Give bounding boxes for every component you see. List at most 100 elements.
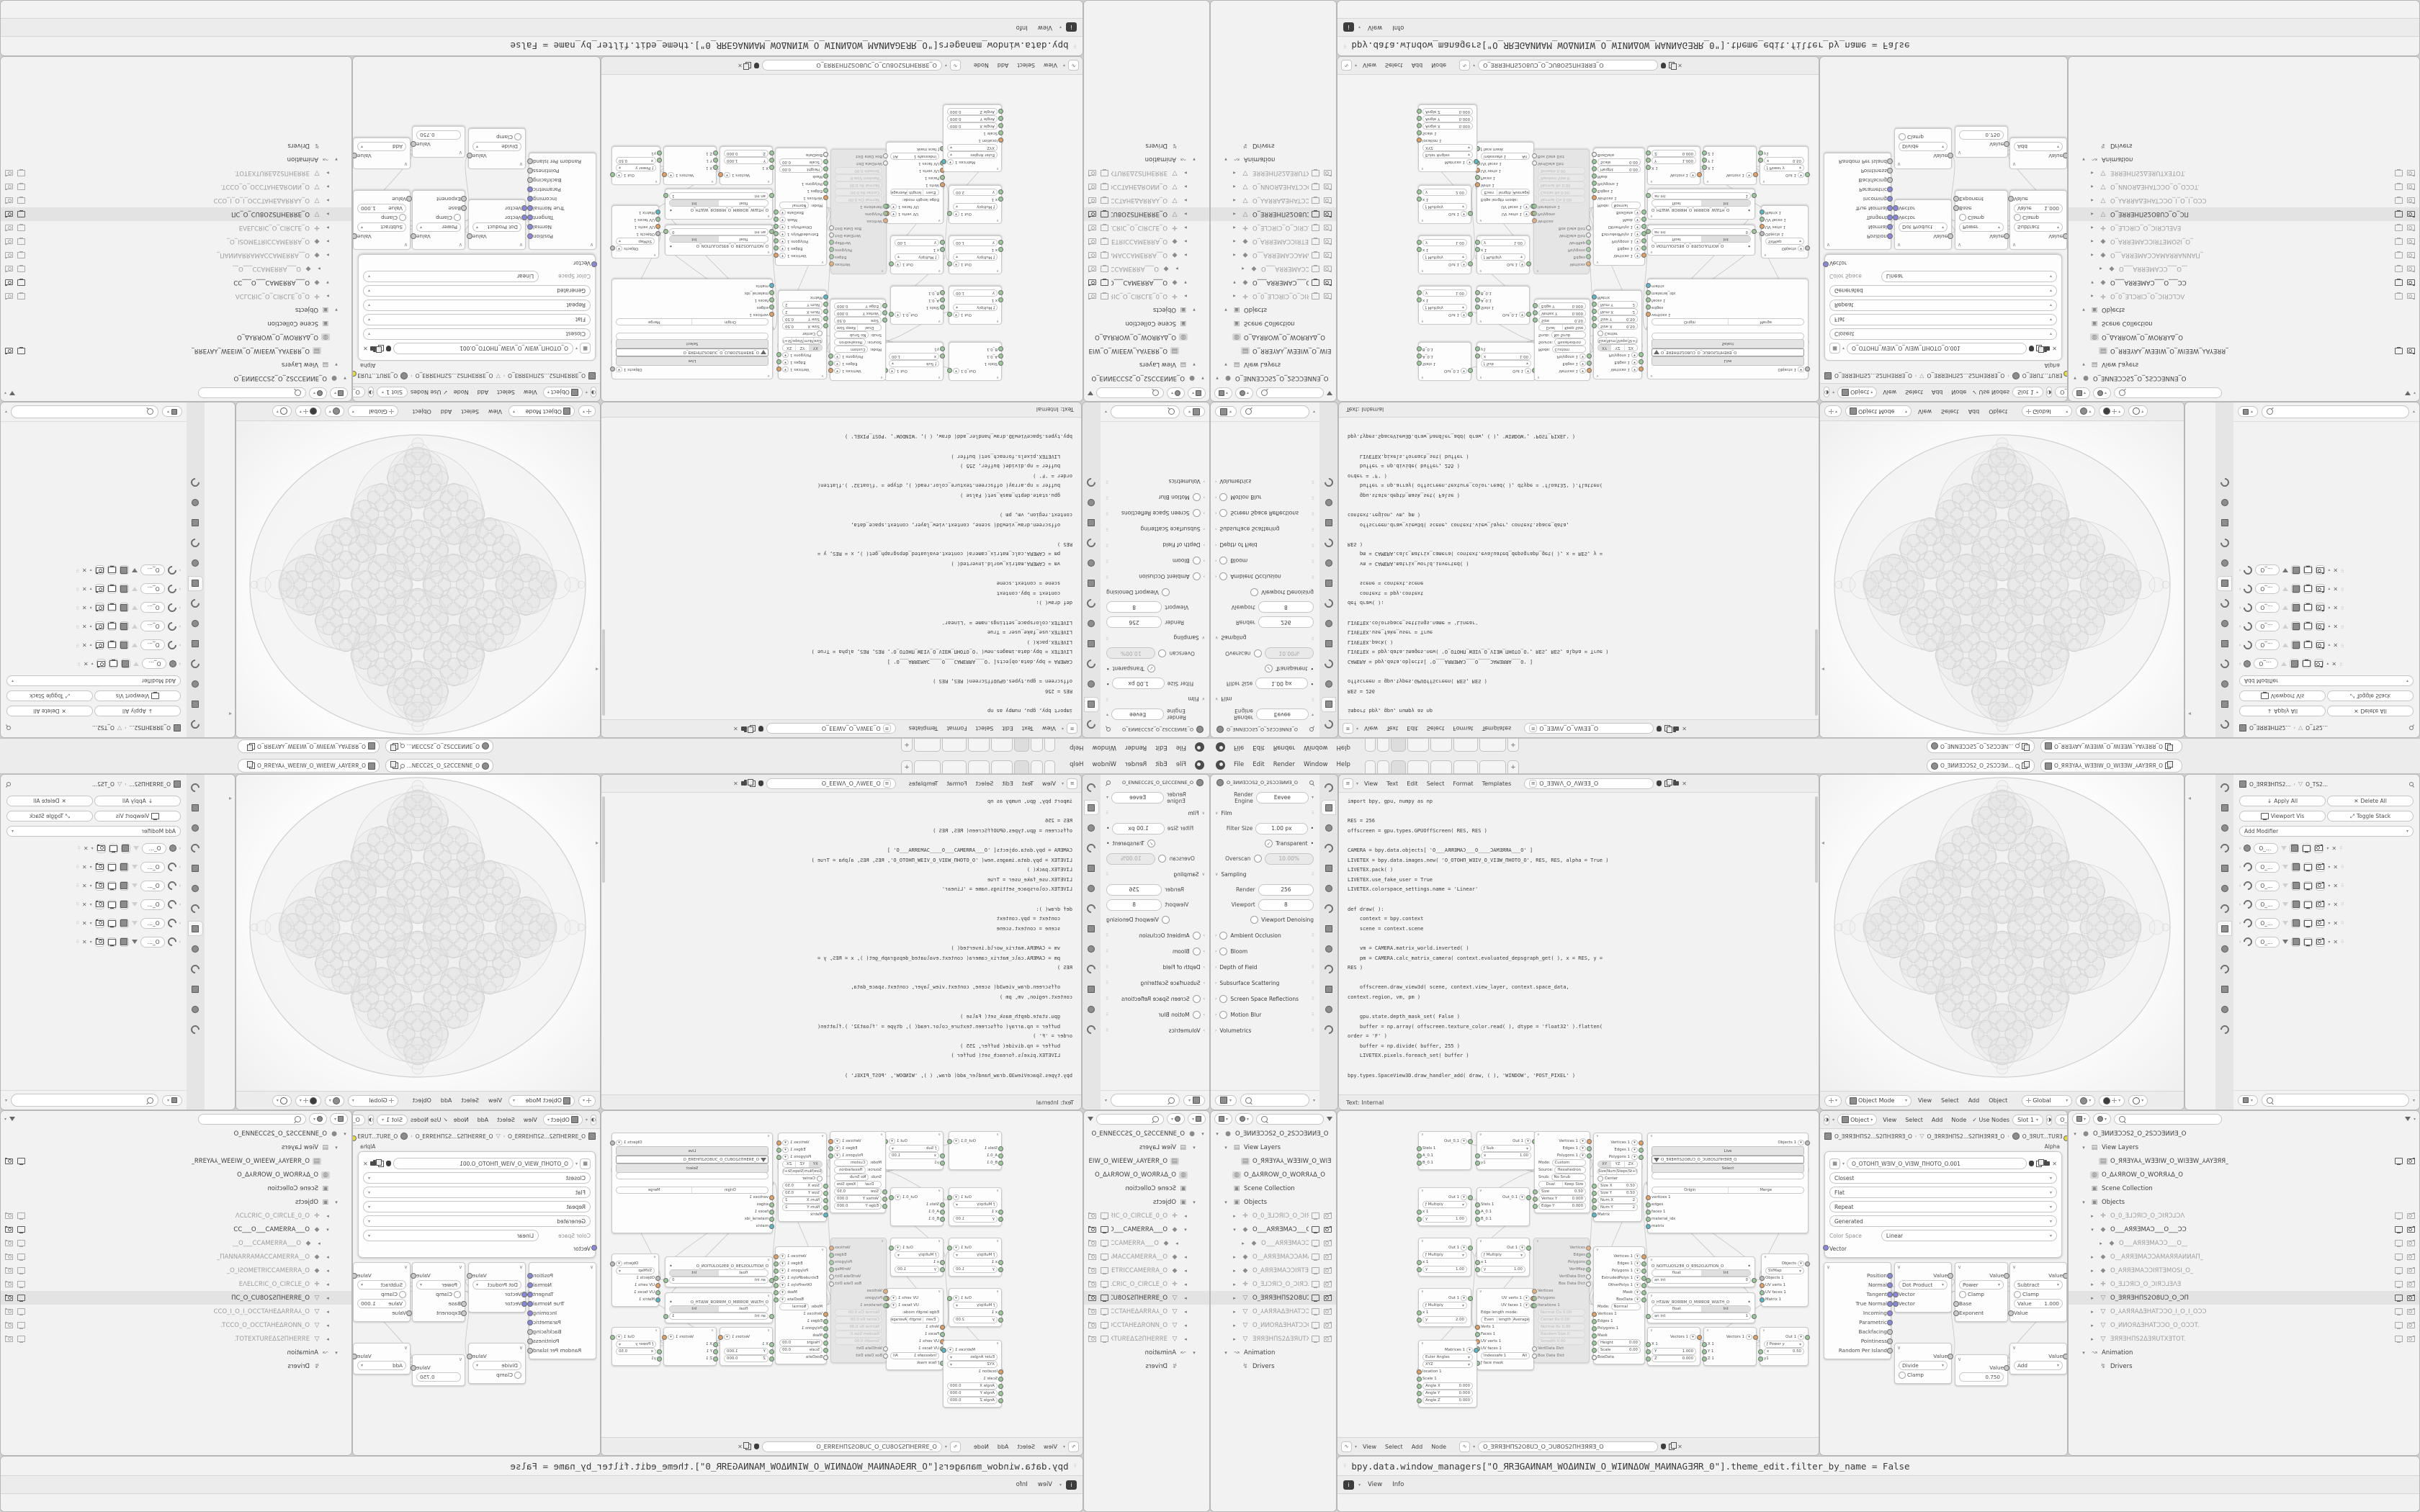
node-row-out[interactable]: BoxData ▾ — [774, 209, 826, 216]
segment-num[interactable]: Num — [803, 338, 813, 343]
modifier-name-field[interactable]: O_... — [2255, 602, 2280, 613]
input-socket[interactable] — [1533, 318, 1538, 323]
outliner-row[interactable]: ▾ ↝ Animation — [1211, 153, 1336, 166]
pin-icon[interactable] — [1309, 727, 1314, 732]
restrict-render-icon[interactable] — [1088, 238, 1096, 245]
node-header[interactable]: ∨ — [1824, 1263, 1891, 1271]
node-row-in[interactable]: Edges 1 — [1592, 1318, 1644, 1325]
view-menu[interactable]: View — [1918, 408, 1932, 415]
node-row-out[interactable]: Polygons 1 ▾ — [774, 238, 826, 245]
node-row-out[interactable]: Vertices 1 ▾ — [828, 367, 885, 374]
properties-tab-modifiers[interactable] — [1322, 922, 1335, 935]
node-row-field[interactable]: Z 0.000 — [1646, 1355, 1700, 1362]
socket-menu[interactable]: ▾ — [779, 253, 786, 258]
outliner-row[interactable]: ▸▽ƎЯЯƎHΠS2ΔƎЯUTXƎTOT. — [1211, 1332, 1336, 1346]
restrict-render-icon[interactable] — [5, 1212, 13, 1219]
disclosure-icon[interactable]: › — [179, 901, 181, 907]
node-row-in[interactable]: Matrix 1 — [612, 1296, 660, 1303]
add-workspace-button[interactable]: + — [1507, 760, 1519, 773]
vertex-group-funnel-icon[interactable] — [2282, 940, 2289, 944]
path-object[interactable]: O_ƎЯЯƎHΠS2...S2ΠHƎЯЯƎ_O — [1834, 372, 1912, 379]
outliner-row[interactable]: ↯ Drivers — [1211, 139, 1336, 153]
socket-menu[interactable]: ▾ — [779, 224, 786, 230]
node-row-seg[interactable]: Origin Merge — [612, 1187, 772, 1194]
node-row-ttl[interactable]: O_HTΔIW_ЯOЯЯIM_O_MIЯЯOЯ_WIΔTH_O • — [666, 1299, 772, 1305]
node-row-field[interactable]: y 1.00 — [1417, 289, 1471, 297]
node-row-field[interactable]: Angle Y 0.000 — [1417, 1390, 1476, 1397]
disclosure-icon[interactable]: › — [179, 642, 181, 648]
segment-int[interactable]: Int — [670, 1306, 719, 1312]
node-number-field[interactable]: Indexsafe 1 All — [890, 1352, 939, 1359]
node-header[interactable]: ∨ — [1648, 1133, 1808, 1139]
node-menu-select[interactable]: Select — [1017, 62, 1035, 69]
node-row-out[interactable]: Out 1 ▾ — [1419, 1244, 1473, 1251]
node-header[interactable]: ∨ — [949, 1289, 1001, 1295]
restrict-render-icon[interactable] — [5, 1267, 13, 1274]
input-socket[interactable] — [461, 1310, 467, 1316]
socket-menu[interactable]: ▾ — [889, 368, 895, 374]
outliner-row[interactable]: ▸◆O___AЯЯƎMAƆƆ___O__ — [1, 1236, 351, 1250]
outliner-row[interactable]: ▸✛O_Ǝ⅃ƆЯIƆ_O_ƆIЯƆ⅃ƎɅƎ — [1211, 1277, 1336, 1291]
node-row-field[interactable]: x 0.50 — [1758, 157, 1808, 164]
node-row-oplain[interactable]: VertMap — [1534, 1266, 1591, 1273]
output-socket[interactable] — [527, 233, 533, 239]
properties-tab-physics[interactable] — [2218, 536, 2231, 550]
node-header[interactable]: ∨ — [529, 241, 596, 249]
properties-tab-view-layer[interactable] — [2218, 841, 2231, 855]
segment-xy[interactable]: XY — [808, 1161, 822, 1167]
projection-dropdown[interactable]: Flat ▾ — [363, 314, 591, 325]
node-row-out[interactable]: Vertices 1 ▾ — [1535, 367, 1592, 374]
properties-tab-render[interactable] — [1085, 698, 1098, 711]
node-row-out[interactable]: Edges 1 ▾ — [1594, 1146, 1644, 1153]
text-menu-format[interactable]: Format — [1453, 725, 1474, 732]
sverchok-node[interactable]: ∨ Vertices 1 ▾ Edges 1 ▾ Polygons 1 ▾ Mode: Cust… — [828, 1131, 887, 1213]
node-row-chk[interactable]: Clamp — [1955, 213, 2007, 222]
node-number-field[interactable]: Size X 0.50 — [1597, 323, 1638, 330]
node-row-in[interactable]: Stels 1 — [949, 1145, 1003, 1152]
input-socket[interactable] — [823, 1333, 828, 1338]
output-socket[interactable] — [610, 172, 615, 177]
input-socket[interactable] — [1417, 361, 1422, 366]
output-socket[interactable] — [947, 368, 952, 373]
node-row-field[interactable]: an int 1 — [1646, 192, 1757, 199]
output-socket[interactable] — [1468, 1195, 1473, 1200]
segment-length[interactable]: length — [907, 189, 923, 195]
workspace-tab-active[interactable] — [1014, 739, 1030, 752]
workspace-tab[interactable] — [942, 760, 967, 773]
segment-even[interactable]: Even — [923, 189, 938, 195]
properties-tab-scene[interactable] — [2218, 861, 2231, 875]
outliner-display-mode[interactable]: ▾ — [2072, 387, 2091, 399]
node-row-in[interactable]: edges — [612, 304, 774, 311]
modifier-name-field[interactable]: O_... — [2255, 899, 2280, 910]
input-socket[interactable] — [1417, 290, 1422, 295]
output-socket[interactable] — [1887, 168, 1893, 174]
proportional-editing-toggle[interactable]: ▾ — [2128, 1094, 2148, 1107]
outliner-row[interactable]: ▸✛O_0_Ǝ⅃ƆЯIƆ_O_ƆIЯƆ⅃ƆɅ — [2069, 289, 2419, 303]
node-menu-node[interactable]: Node — [973, 1443, 989, 1450]
input-socket[interactable] — [1758, 1349, 1763, 1354]
sverchok-node[interactable]: ∨ UV verts 1 ▾ UV faces 1 ▾ Edge length mode:… — [884, 142, 945, 224]
outliner-row[interactable]: ▸▽O_ƎЯЯƎHΠS2O8UƆ_O_ƆΠ — [1211, 1291, 1336, 1305]
node-row-out[interactable]: Out 1 ▾ — [947, 1194, 1001, 1201]
node-header[interactable]: ∨ — [1477, 1132, 1535, 1138]
output-socket[interactable] — [774, 1254, 779, 1259]
output-socket[interactable] — [527, 1329, 533, 1335]
restrict-viewport-icon[interactable] — [1312, 1240, 1319, 1247]
input-socket[interactable] — [713, 1356, 718, 1362]
property-value-field[interactable]: 8 — [1106, 899, 1162, 911]
outliner-search-input[interactable] — [2114, 387, 2223, 399]
output-socket[interactable] — [1526, 261, 1531, 266]
outliner-row[interactable]: ▣ Scene Collection — [2069, 317, 2419, 330]
modifier-realtime-toggle[interactable] — [2303, 603, 2313, 613]
sverchok-node[interactable]: ∨ Out 1 ▾ ƒ Power y ▾ x 0.50 y1 — [610, 1327, 662, 1366]
node-header[interactable]: ∨ — [1419, 1341, 1476, 1346]
restrict-viewport-icon[interactable] — [17, 184, 25, 190]
node-row-in[interactable]: ƒ face mask — [1475, 145, 1533, 153]
input-socket[interactable] — [769, 1356, 774, 1362]
sverchok-node[interactable]: ∨ Out_0.1 ▾ Stels 1 A_0.1 B_0.1 — [1475, 1187, 1531, 1226]
node-row-oplain[interactable]: Polygons — [829, 246, 886, 253]
editor-type-viewport-icon[interactable]: ▾ — [578, 1094, 596, 1107]
modifier-name-field[interactable]: O_... — [2255, 564, 2280, 576]
node-number-field[interactable]: Size X 0.50 — [1597, 1182, 1638, 1189]
